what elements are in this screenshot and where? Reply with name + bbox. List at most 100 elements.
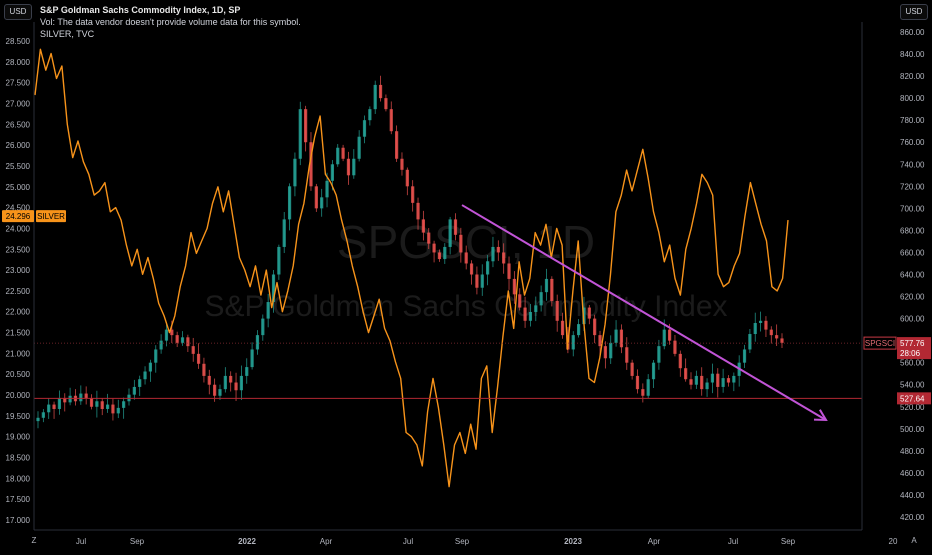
candle-body — [378, 84, 383, 99]
auto-scale-button[interactable]: A — [911, 536, 917, 545]
x-tick-label: Jul — [728, 537, 738, 546]
candle-body — [523, 307, 527, 321]
candle-body — [250, 349, 254, 368]
candle-body — [411, 186, 415, 203]
candle-body — [437, 252, 442, 260]
candle-body — [202, 363, 206, 376]
candle-body — [721, 378, 725, 387]
silver-price-tag — [2, 210, 34, 223]
candle-body — [395, 131, 399, 159]
left-tick-label: 17.500 — [6, 495, 31, 504]
candle-body — [111, 404, 115, 414]
left-tick-label: 28.000 — [6, 58, 31, 67]
timezone-button[interactable]: Z — [31, 536, 37, 545]
candle-body — [336, 147, 340, 165]
left-tick-label: 26.000 — [6, 141, 31, 150]
candle-body — [780, 338, 784, 343]
right-currency-button[interactable]: USD — [900, 4, 928, 20]
candle-body — [57, 397, 62, 409]
candle-body — [105, 404, 110, 409]
candle-body — [539, 292, 543, 306]
candle-body — [100, 401, 104, 409]
candle-body — [512, 278, 516, 295]
candle-body — [651, 362, 656, 380]
candle-body — [255, 335, 260, 350]
candle-body — [726, 378, 731, 383]
x-tick-label: Jul — [403, 537, 413, 546]
right-tick-label: 760.00 — [900, 138, 925, 147]
right-tick-label: 860.00 — [900, 28, 925, 37]
silver-price-value: 24.296 — [6, 212, 31, 221]
left-currency-button[interactable]: USD — [4, 4, 32, 20]
overlay-symbol[interactable]: SILVER, TVC — [40, 29, 95, 39]
left-tick-label: 21.500 — [6, 329, 31, 338]
x-tick-label: Apr — [648, 537, 661, 546]
candle-body — [635, 375, 640, 390]
candle-body — [282, 219, 286, 247]
spgsci-price-tag — [897, 337, 931, 360]
spgsci-candles — [36, 75, 784, 429]
candle-body — [234, 382, 238, 391]
silver-line — [34, 48, 789, 488]
candle-body — [223, 375, 227, 390]
left-tick-label: 23.000 — [6, 266, 31, 275]
candle-body — [593, 318, 597, 336]
candle-body — [52, 404, 56, 409]
spgsci-symbol-tag — [863, 336, 897, 350]
right-tick-label: 780.00 — [900, 116, 925, 125]
left-tick-label: 20.500 — [6, 370, 31, 379]
candle-body — [384, 98, 388, 110]
x-tick-label: 2023 — [564, 537, 582, 546]
right-tick-label: 740.00 — [900, 160, 925, 169]
candle-body — [405, 169, 409, 187]
candle-body — [694, 375, 698, 385]
candle-body — [314, 186, 318, 209]
candle-body — [261, 318, 265, 336]
candle-body — [84, 393, 88, 398]
right-tick-label: 480.00 — [900, 447, 925, 456]
right-tick-label: 840.00 — [900, 50, 925, 59]
right-tick-label: 440.00 — [900, 491, 925, 500]
candle-body — [598, 335, 602, 347]
x-tick-label: 2022 — [238, 537, 256, 546]
left-tick-label: 18.500 — [6, 454, 31, 463]
candle-body — [427, 232, 431, 244]
candle-body — [416, 202, 420, 220]
candle-body — [432, 243, 436, 253]
volume-note: Vol: The data vendor doesn't provide vol… — [40, 17, 301, 27]
candle-body — [89, 397, 94, 407]
right-tick-label: 600.00 — [900, 315, 925, 324]
chart-title[interactable]: S&P Goldman Sachs Commodity Index, 1D, S… — [40, 5, 241, 15]
candle-body — [619, 329, 624, 348]
right-tick-label: 680.00 — [900, 226, 925, 235]
candle-body — [95, 401, 99, 407]
candle-body — [277, 246, 281, 275]
candle-body — [705, 382, 709, 390]
candle-body — [544, 278, 549, 293]
candle-body — [550, 278, 554, 301]
candle-body — [480, 274, 484, 288]
left-tick-label: 24.500 — [6, 204, 31, 213]
candle-body — [753, 323, 757, 335]
candle-body — [138, 379, 142, 387]
candle-body — [164, 329, 169, 341]
trend-arrow[interactable] — [461, 204, 828, 422]
candle-body — [469, 263, 474, 275]
candle-body — [518, 294, 522, 308]
candle-body — [132, 386, 136, 395]
candle-body — [400, 158, 404, 170]
candle-body — [758, 320, 763, 323]
candle-body — [186, 337, 190, 347]
candle-body — [245, 367, 249, 376]
right-tick-label: 420.00 — [900, 513, 925, 522]
candle-body — [742, 349, 747, 363]
candle-body — [154, 349, 158, 363]
candle-body — [507, 263, 511, 279]
right-tick-label: 800.00 — [900, 94, 925, 103]
left-tick-label: 22.500 — [6, 287, 31, 296]
silver-symbol-text: SILVER — [37, 212, 65, 221]
trend-line — [461, 204, 827, 421]
right-tick-label: 540.00 — [900, 381, 925, 390]
